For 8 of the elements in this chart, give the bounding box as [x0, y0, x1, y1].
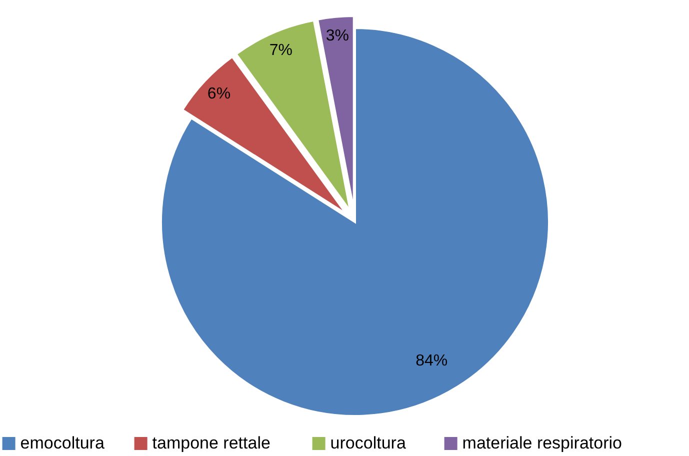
data-label: 6%	[207, 85, 231, 102]
data-label: 7%	[269, 42, 292, 59]
data-label: 84%	[416, 352, 448, 370]
legend-label: emocoltura	[20, 433, 105, 452]
legend-label: urocoltura	[330, 433, 406, 452]
data-label: 3%	[326, 27, 349, 44]
legend-label: materiale respiratorio	[462, 433, 622, 452]
legend-label: tampone rettale	[152, 433, 270, 452]
